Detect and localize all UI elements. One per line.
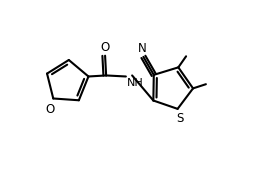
Text: O: O [100,41,110,54]
Text: O: O [46,103,55,116]
Text: NH: NH [127,77,144,87]
Text: N: N [138,42,147,55]
Text: S: S [176,112,183,125]
